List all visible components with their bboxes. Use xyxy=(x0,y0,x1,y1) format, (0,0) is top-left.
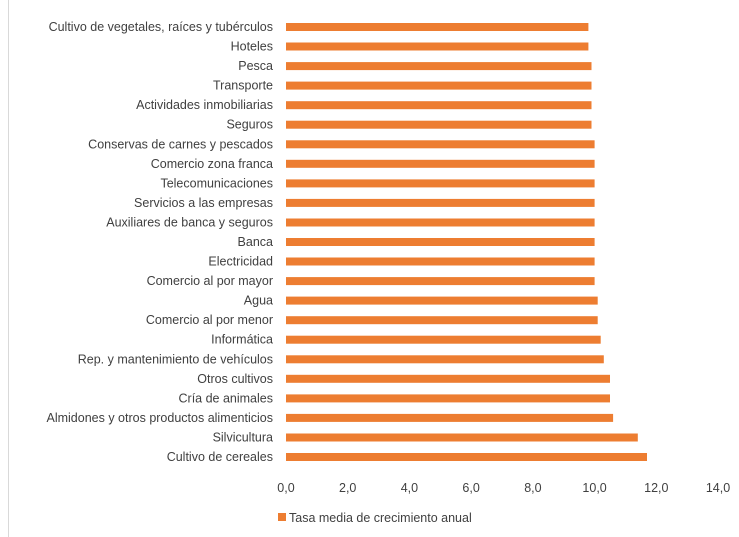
bar xyxy=(286,335,601,344)
bar xyxy=(286,433,638,442)
category-label: Comercio zona franca xyxy=(151,157,273,171)
category-label: Seguros xyxy=(226,118,273,132)
bar xyxy=(286,453,647,461)
category-label: Servicios a las empresas xyxy=(134,196,273,210)
category-label: Telecomunicaciones xyxy=(160,176,273,190)
bar xyxy=(286,296,598,305)
bar xyxy=(286,120,592,129)
category-label: Agua xyxy=(244,294,273,308)
bar xyxy=(286,23,589,31)
category-labels: Cultivo de vegetales, raíces y tubérculo… xyxy=(47,20,274,464)
category-label: Banca xyxy=(238,235,273,249)
x-tick-label: 0,0 xyxy=(277,481,294,495)
category-label: Cultivo de vegetales, raíces y tubérculo… xyxy=(49,20,273,34)
bar xyxy=(286,277,595,286)
category-label: Actividades inmobiliarias xyxy=(136,98,273,112)
x-tick-label: 8,0 xyxy=(524,481,541,495)
category-label: Comercio al por menor xyxy=(146,313,273,327)
category-label: Auxiliares de banca y seguros xyxy=(106,216,273,230)
bar xyxy=(286,179,595,188)
category-label: Electricidad xyxy=(208,255,273,269)
legend-swatch xyxy=(278,513,286,521)
bars-group xyxy=(286,23,647,461)
category-label: Otros cultivos xyxy=(197,372,273,386)
bar xyxy=(286,140,595,149)
bar xyxy=(286,238,595,246)
bar xyxy=(286,81,592,90)
bar xyxy=(286,62,592,71)
category-label: Hoteles xyxy=(231,40,273,54)
category-label: Cría de animales xyxy=(179,391,274,405)
bar xyxy=(286,316,598,325)
x-tick-label: 10,0 xyxy=(582,481,606,495)
x-tick-label: 4,0 xyxy=(401,481,418,495)
legend: Tasa media de crecimiento anual xyxy=(278,511,472,525)
bar xyxy=(286,218,595,227)
x-tick-label: 14,0 xyxy=(706,481,730,495)
frame-edge xyxy=(8,0,9,537)
x-tick-label: 2,0 xyxy=(339,481,356,495)
category-label: Almidones y otros productos alimenticios xyxy=(47,411,274,425)
bar xyxy=(286,355,604,364)
category-label: Pesca xyxy=(238,59,273,73)
bar xyxy=(286,101,592,110)
bar xyxy=(286,257,595,266)
category-label: Comercio al por mayor xyxy=(147,274,273,288)
x-tick-label: 12,0 xyxy=(644,481,668,495)
x-axis-ticks: 0,0 2,0 4,0 6,0 8,0 10,0 12,0 14,0 xyxy=(277,481,730,495)
legend-label: Tasa media de crecimiento anual xyxy=(289,511,472,525)
category-label: Rep. y mantenimiento de vehículos xyxy=(78,352,273,366)
category-label: Silvicultura xyxy=(213,431,273,445)
bar xyxy=(286,413,614,422)
bar xyxy=(286,42,589,51)
x-tick-label: 6,0 xyxy=(462,481,479,495)
category-label: Informática xyxy=(211,333,273,347)
bar xyxy=(286,198,595,207)
category-label: Conservas de carnes y pescados xyxy=(88,137,273,151)
bar xyxy=(286,159,595,168)
bar xyxy=(286,394,610,403)
category-label: Cultivo de cereales xyxy=(167,450,273,464)
bar xyxy=(286,374,610,383)
category-label: Transporte xyxy=(213,79,273,93)
